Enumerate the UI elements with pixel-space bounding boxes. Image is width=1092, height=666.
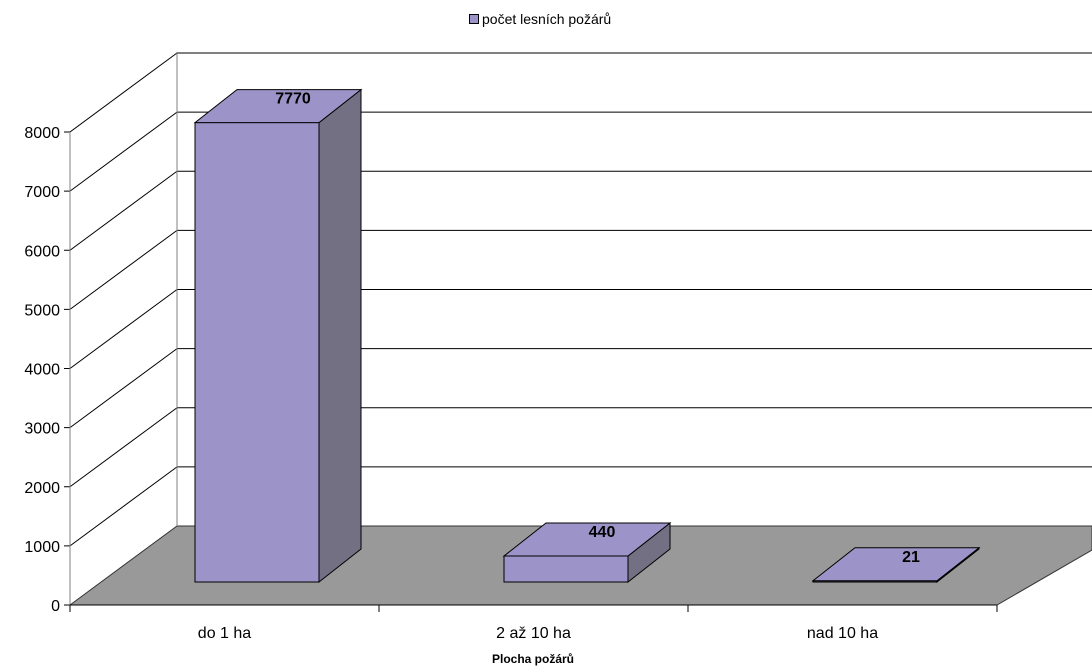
side-wall-gridline xyxy=(69,289,178,369)
y-tick-label: 8000 xyxy=(24,125,60,142)
bar xyxy=(193,88,363,584)
x-tick-label: do 1 ha xyxy=(198,625,251,642)
side-wall-gridline xyxy=(69,52,178,133)
data-label: 7770 xyxy=(275,91,311,108)
bar xyxy=(811,546,981,584)
y-tick-label: 6000 xyxy=(24,243,60,260)
y-tick-label: 1000 xyxy=(24,539,60,556)
y-tick-label: 2000 xyxy=(24,480,60,497)
y-tick-label: 7000 xyxy=(24,184,60,201)
bar-side xyxy=(318,88,362,584)
x-axis-title: Plocha požárů xyxy=(492,652,574,666)
bar xyxy=(502,521,672,584)
legend-label: počet lesních požárů xyxy=(482,11,612,27)
y-tick-label: 4000 xyxy=(24,362,60,379)
side-wall-gridline xyxy=(69,348,178,429)
x-tick-label: 2 až 10 ha xyxy=(496,625,571,642)
bar-front xyxy=(194,122,320,583)
labels: 0 1000 2000 3000 4000 5000 6000 7000 8000 7770 do … xyxy=(24,91,920,642)
side-wall-gridline xyxy=(69,466,178,547)
bar-top xyxy=(811,547,981,582)
axes xyxy=(64,52,998,612)
legend-swatch xyxy=(469,14,479,24)
bars xyxy=(193,88,981,584)
side-wall-gridline xyxy=(69,229,178,310)
bar-front xyxy=(503,555,629,583)
y-tick-label: 0 xyxy=(51,598,60,615)
data-label: 440 xyxy=(589,524,616,541)
data-label: 21 xyxy=(902,549,920,566)
y-tick-label: 3000 xyxy=(24,421,60,438)
side-wall-gridline xyxy=(69,170,178,251)
bar-top xyxy=(193,89,363,124)
bar-top xyxy=(502,522,672,557)
y-tick-label: 5000 xyxy=(24,302,60,319)
side-wall-gridline xyxy=(69,111,178,192)
legend: počet lesních požárů xyxy=(469,11,611,27)
side-wall-gridline xyxy=(69,407,178,488)
x-tick-label: nad 10 ha xyxy=(807,625,878,642)
